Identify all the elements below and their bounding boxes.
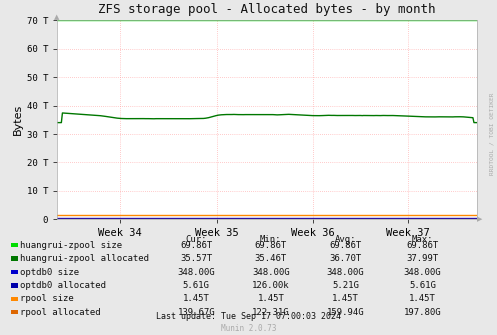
Text: 1.45T: 1.45T	[183, 294, 210, 303]
Text: 69.86T: 69.86T	[407, 241, 438, 250]
Text: RRDTOOL / TOBI OETIKER: RRDTOOL / TOBI OETIKER	[490, 93, 495, 175]
Text: Min:: Min:	[260, 234, 282, 244]
Text: 69.86T: 69.86T	[330, 241, 361, 250]
Text: 35.57T: 35.57T	[180, 254, 212, 263]
Text: optdb0 allocated: optdb0 allocated	[20, 281, 106, 290]
Text: 197.80G: 197.80G	[404, 308, 441, 317]
Text: 348.00G: 348.00G	[177, 268, 215, 276]
Text: 348.00G: 348.00G	[252, 268, 290, 276]
Text: 348.00G: 348.00G	[327, 268, 364, 276]
Text: optdb0 size: optdb0 size	[20, 268, 79, 276]
Text: Cur:: Cur:	[185, 234, 207, 244]
Text: 348.00G: 348.00G	[404, 268, 441, 276]
Text: 36.70T: 36.70T	[330, 254, 361, 263]
Text: 122.31G: 122.31G	[252, 308, 290, 317]
Title: ZFS storage pool - Allocated bytes - by month: ZFS storage pool - Allocated bytes - by …	[98, 3, 436, 16]
Text: 1.45T: 1.45T	[257, 294, 284, 303]
Y-axis label: Bytes: Bytes	[12, 104, 22, 135]
Text: Max:: Max:	[412, 234, 433, 244]
Text: 5.21G: 5.21G	[332, 281, 359, 290]
Text: ▶: ▶	[477, 216, 483, 222]
Text: ▲: ▲	[55, 14, 60, 20]
Text: 69.86T: 69.86T	[255, 241, 287, 250]
Text: 5.61G: 5.61G	[183, 281, 210, 290]
Text: 1.45T: 1.45T	[332, 294, 359, 303]
Text: 37.99T: 37.99T	[407, 254, 438, 263]
Text: huangrui-zpool size: huangrui-zpool size	[20, 241, 122, 250]
Text: Last update: Tue Sep 17 07:00:03 2024: Last update: Tue Sep 17 07:00:03 2024	[156, 312, 341, 321]
Text: Avg:: Avg:	[334, 234, 356, 244]
Text: huangrui-zpool allocated: huangrui-zpool allocated	[20, 254, 149, 263]
Text: 139.67G: 139.67G	[177, 308, 215, 317]
Text: 69.86T: 69.86T	[180, 241, 212, 250]
Text: 5.61G: 5.61G	[409, 281, 436, 290]
Text: 1.45T: 1.45T	[409, 294, 436, 303]
Text: 35.46T: 35.46T	[255, 254, 287, 263]
Text: Munin 2.0.73: Munin 2.0.73	[221, 324, 276, 333]
Text: rpool allocated: rpool allocated	[20, 308, 100, 317]
Text: rpool size: rpool size	[20, 294, 74, 303]
Text: 159.94G: 159.94G	[327, 308, 364, 317]
Text: 126.00k: 126.00k	[252, 281, 290, 290]
